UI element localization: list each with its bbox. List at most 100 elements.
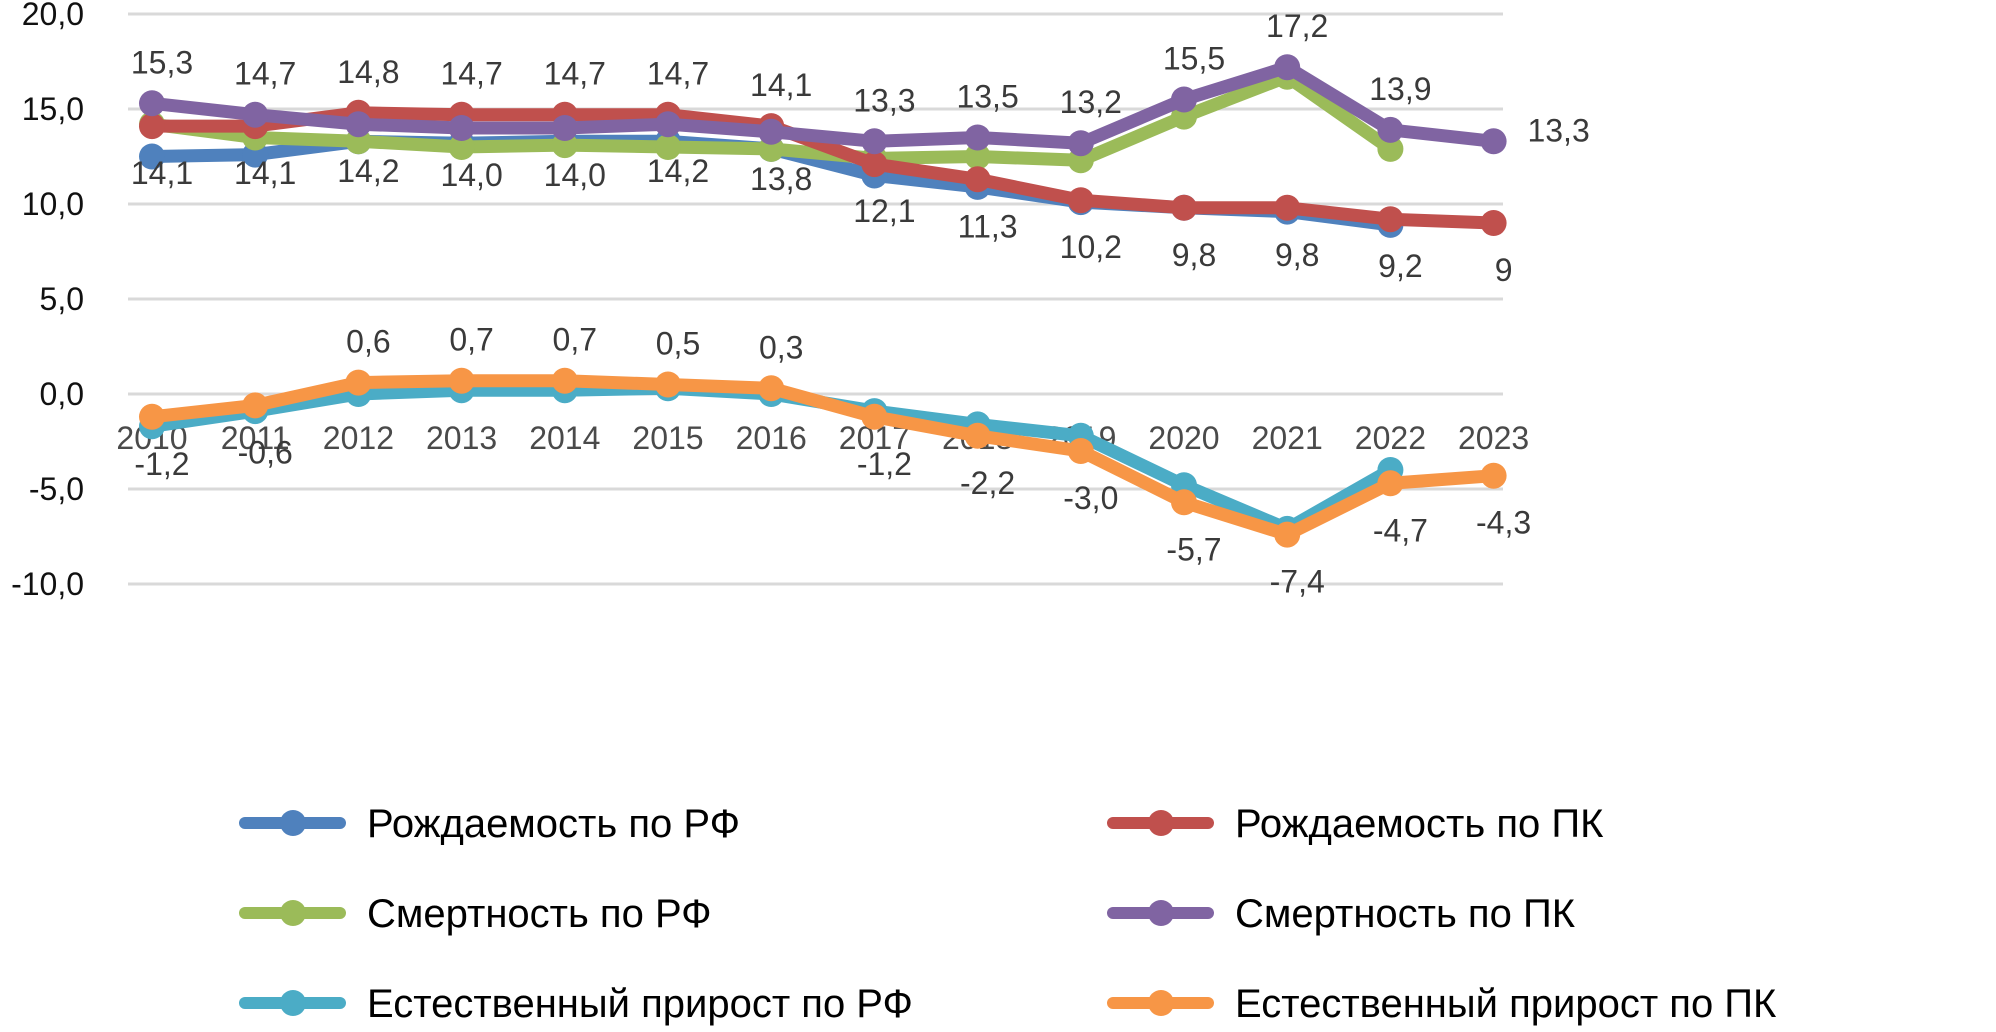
- data-point: [964, 422, 991, 449]
- data-label: -5,7: [1166, 531, 1221, 567]
- data-point: [758, 118, 785, 145]
- data-label: -0,6: [238, 434, 293, 470]
- y-tick-label: -5,0: [29, 471, 84, 507]
- legend-item[interactable]: Естественный прирост по РФ: [239, 982, 913, 1026]
- data-label: 14,1: [750, 67, 812, 103]
- data-label: 14,0: [544, 157, 606, 193]
- legend-item[interactable]: Естественный прирост по ПК: [1107, 982, 1777, 1026]
- data-point: [242, 392, 269, 419]
- series-2: [139, 99, 1507, 236]
- legend-item[interactable]: Рождаемость по ПК: [1107, 802, 1604, 846]
- data-label: 13,8: [750, 161, 812, 197]
- data-point: [655, 371, 681, 398]
- data-label: -4,7: [1373, 512, 1428, 548]
- data-point: [448, 134, 475, 160]
- legend-marker-icon: [1148, 810, 1174, 836]
- x-axis-ticks: 2010201120122013201420152016201720182019…: [116, 420, 1529, 456]
- data-label: 14,7: [440, 56, 502, 92]
- data-label: 17,2: [1266, 8, 1328, 44]
- data-label: 13,9: [1369, 71, 1431, 107]
- data-label: -3,0: [1063, 480, 1118, 516]
- data-label: 10,2: [1060, 229, 1122, 265]
- legend-marker-icon: [280, 900, 306, 926]
- x-tick-label: 2016: [736, 420, 807, 456]
- data-label: 13,3: [853, 82, 915, 118]
- y-tick-label: 15,0: [22, 91, 84, 127]
- data-point: [1067, 187, 1094, 214]
- data-label: -2,2: [960, 465, 1015, 501]
- data-label: 0,7: [449, 322, 493, 358]
- data-label: -4,3: [1476, 505, 1531, 541]
- data-label: 14,1: [234, 155, 296, 191]
- data-label: -1,2: [134, 446, 189, 482]
- y-axis-ticks: 20,0 15,0 10,0 5,0 0,0 -5,0 -10,0: [11, 0, 84, 602]
- data-point: [1171, 194, 1197, 221]
- data-point: [1274, 194, 1301, 221]
- data-label: 0,7: [553, 322, 597, 358]
- legend-item[interactable]: Смертность по РФ: [239, 892, 712, 936]
- data-label: 15,3: [131, 44, 193, 80]
- legend-item[interactable]: Смертность по ПК: [1107, 892, 1576, 936]
- y-tick-label: -10,0: [11, 566, 84, 602]
- data-label: 14,0: [440, 157, 502, 193]
- data-point: [655, 134, 681, 160]
- y-tick-label: 10,0: [22, 186, 84, 222]
- legend-marker-icon: [1148, 990, 1174, 1016]
- data-point: [345, 111, 372, 138]
- data-label: 13,5: [956, 79, 1018, 115]
- data-point: [139, 403, 165, 430]
- data-label: 13,3: [1527, 112, 1589, 148]
- data-label: 12,1: [853, 193, 915, 229]
- data-point: [861, 151, 888, 178]
- data-point: [1480, 128, 1507, 155]
- data-point: [1274, 54, 1301, 81]
- data-label: 14,2: [337, 153, 399, 189]
- data-point: [448, 115, 475, 141]
- data-label: 13,2: [1060, 84, 1122, 120]
- data-point: [964, 124, 991, 151]
- data-label: 0,3: [759, 329, 803, 365]
- data-point: [1480, 210, 1507, 236]
- legend-marker-icon: [1148, 900, 1174, 926]
- data-point: [1171, 489, 1197, 516]
- series-lines: [139, 54, 1507, 548]
- y-tick-label: 20,0: [22, 0, 84, 32]
- x-tick-label: 2021: [1252, 420, 1323, 456]
- data-label: 9,8: [1172, 237, 1216, 273]
- data-labels: 14,1 14,1 14,8 14,7 14,7 14,7 14,1 12,1 11,3 10,2…: [131, 8, 1590, 599]
- data-point: [1067, 130, 1094, 157]
- data-label: 14,8: [337, 54, 399, 90]
- data-point: [655, 111, 681, 138]
- gridlines: [128, 12, 1503, 586]
- data-point: [1480, 462, 1507, 489]
- data-label: 9: [1495, 252, 1513, 288]
- legend-item[interactable]: Рождаемость по РФ: [239, 802, 740, 846]
- series-4: [139, 54, 1507, 157]
- data-point: [139, 90, 165, 117]
- legend-marker-icon: [280, 810, 306, 836]
- data-label: 11,3: [958, 208, 1018, 244]
- data-point: [1377, 135, 1404, 162]
- series-6: [139, 367, 1507, 548]
- data-point: [758, 375, 785, 402]
- legend-label: Смертность по ПК: [1235, 892, 1576, 936]
- series-line: [145, 374, 1501, 542]
- data-label: 14,1: [131, 155, 193, 191]
- data-label: 9,2: [1378, 248, 1422, 284]
- x-tick-label: 2015: [632, 420, 703, 456]
- data-point: [1274, 521, 1301, 548]
- data-point: [242, 101, 269, 128]
- data-point: [551, 367, 578, 394]
- legend-label: Рождаемость по РФ: [367, 802, 740, 846]
- x-tick-label: 2020: [1148, 420, 1219, 456]
- x-tick-label: 2023: [1458, 420, 1529, 456]
- data-point: [448, 367, 475, 394]
- data-point: [1377, 470, 1404, 497]
- data-label: 14,7: [544, 56, 606, 92]
- data-point: [964, 166, 991, 193]
- data-point: [861, 128, 888, 155]
- data-point: [1377, 116, 1404, 143]
- legend: Рождаемость по РФ Рождаемость по ПК Смертн…: [239, 802, 1777, 1026]
- data-point: [1377, 206, 1404, 233]
